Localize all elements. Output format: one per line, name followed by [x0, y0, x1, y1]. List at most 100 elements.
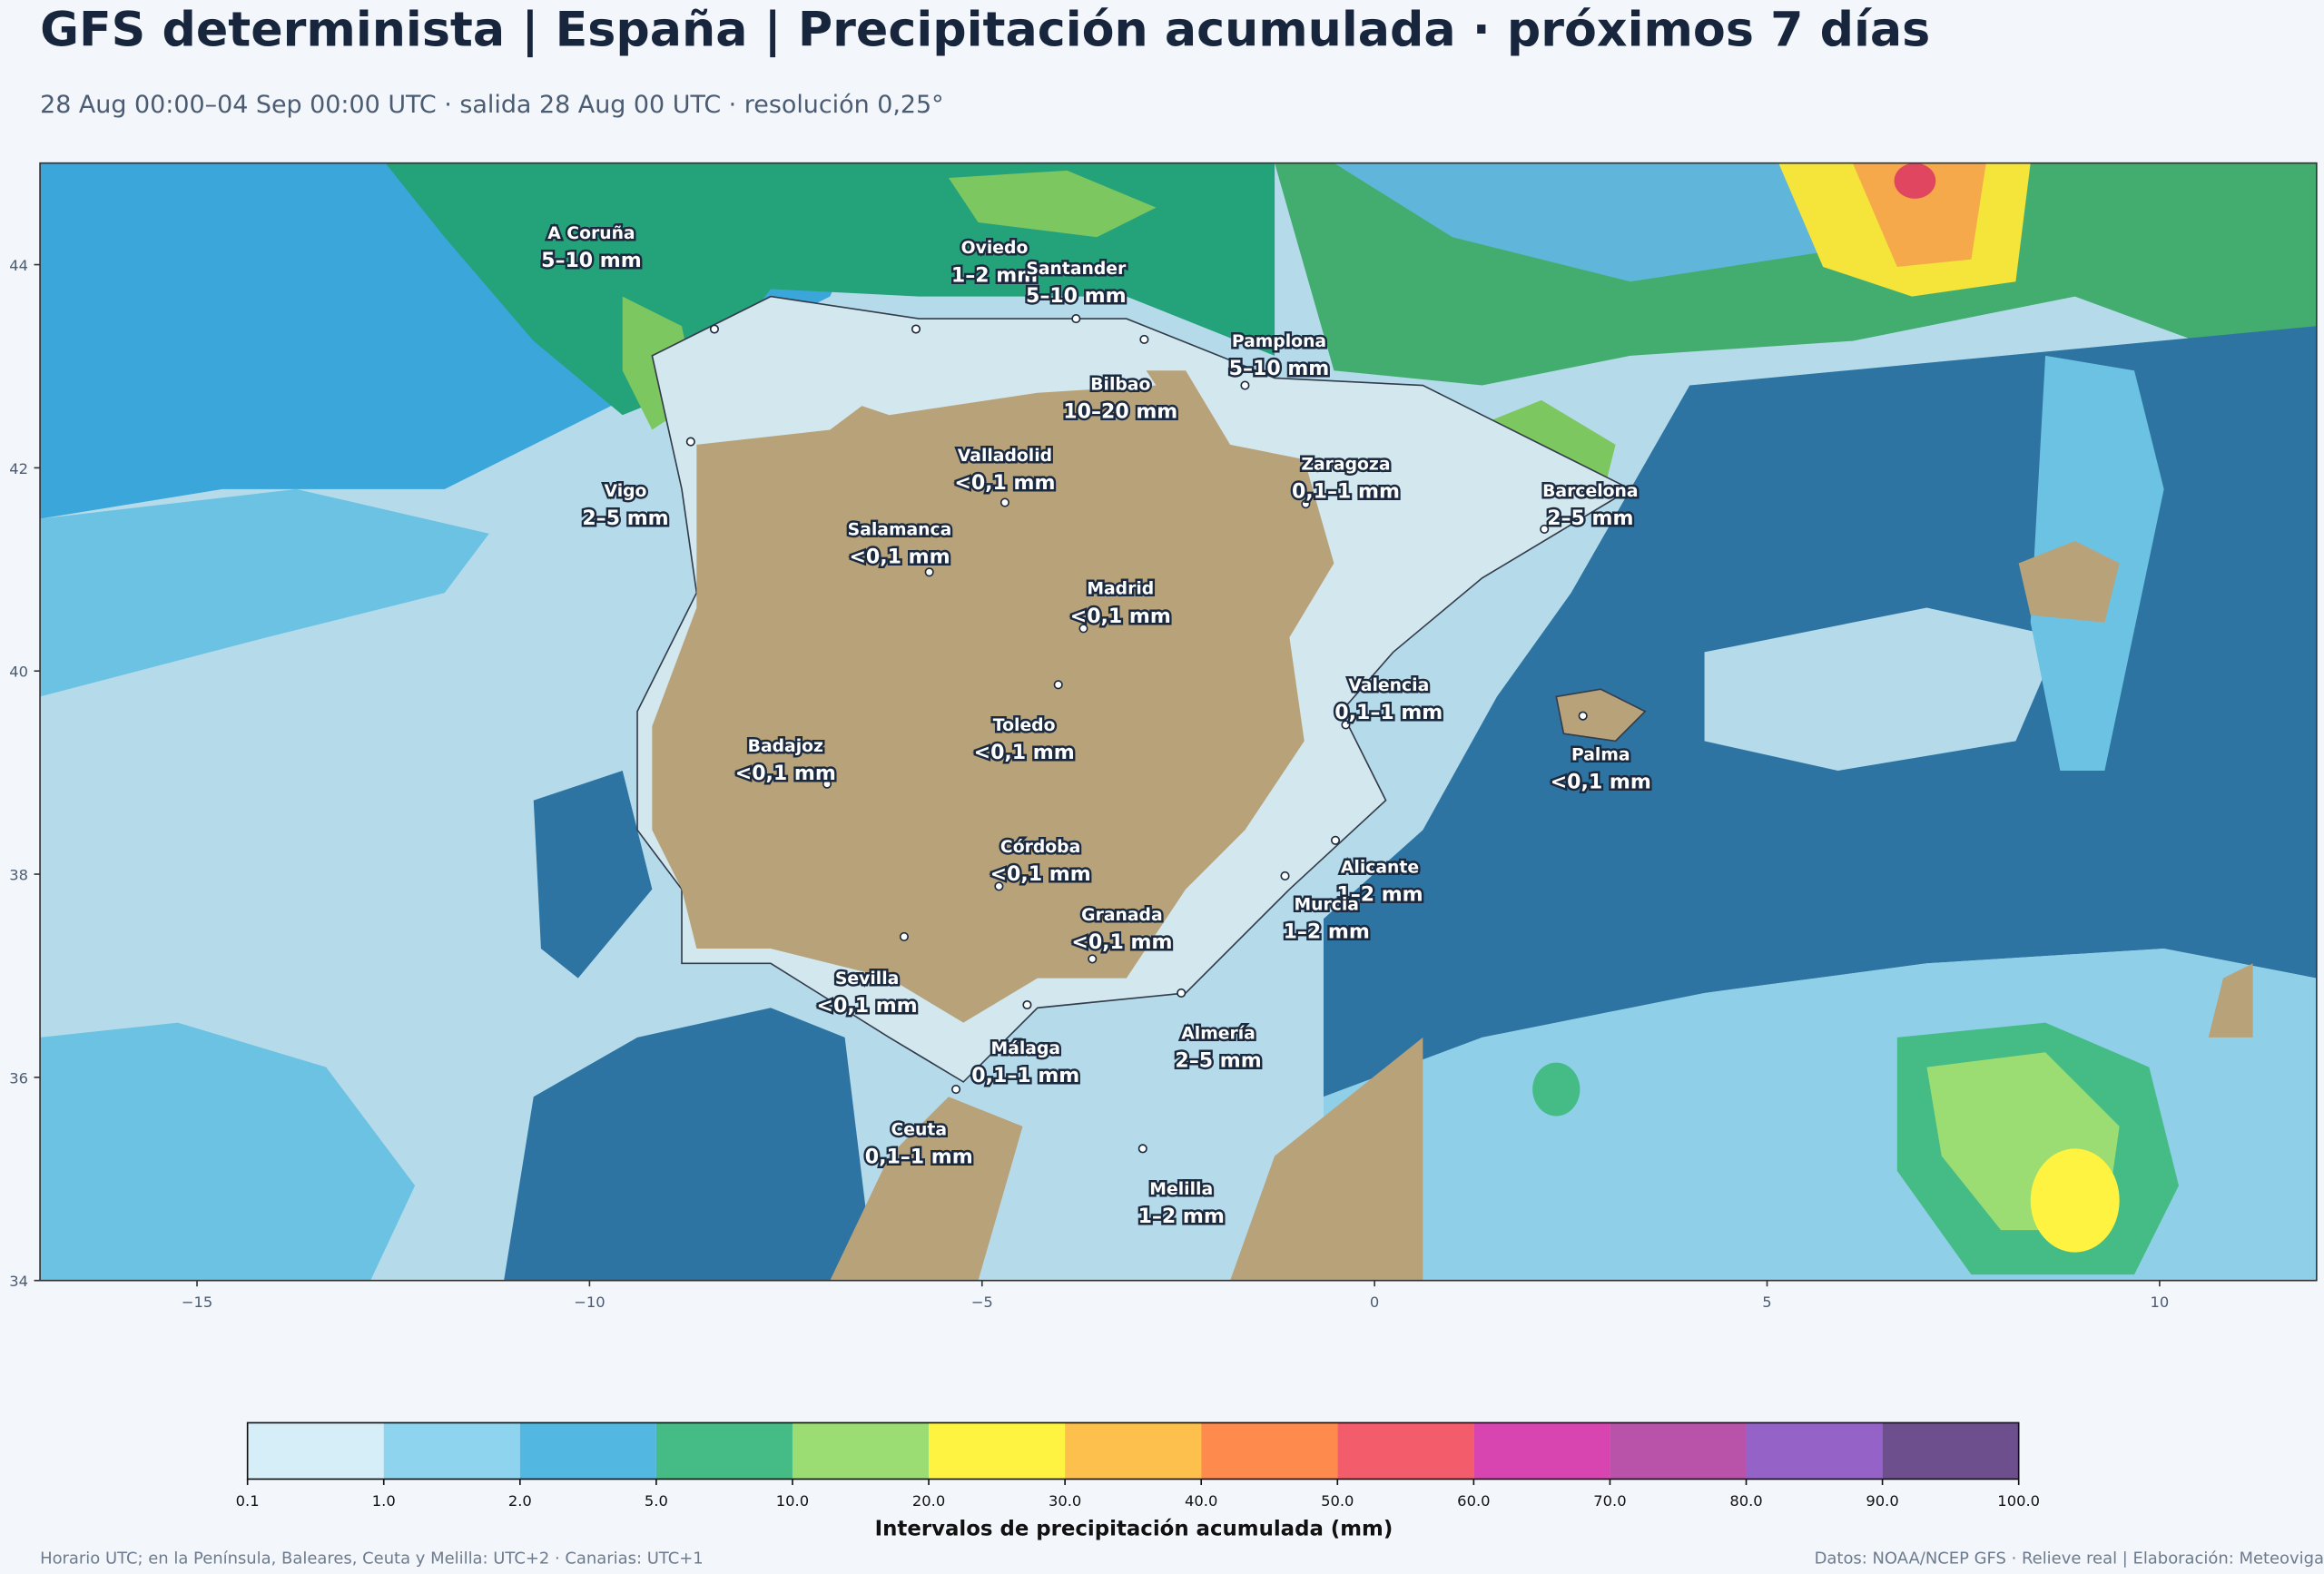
precip-zone: [800, 319, 1157, 416]
city-value: <0,1 mm: [1071, 931, 1172, 954]
city-name: Málaga: [991, 1039, 1061, 1058]
city-marker: [924, 567, 934, 577]
colorbar-tick-label: 5.0: [645, 1492, 668, 1510]
dry-sea: [533, 771, 653, 979]
precip-zone: [1532, 1062, 1581, 1117]
city-value: <0,1 mm: [1070, 605, 1171, 628]
city-marker: [1301, 499, 1311, 509]
city-marker: [709, 324, 719, 334]
precip-zone: [1894, 162, 1936, 199]
city-value: <0,1 mm: [1551, 772, 1651, 794]
colorbar-segment: [519, 1422, 656, 1480]
x-tick-label: −10: [574, 1294, 605, 1311]
colorbar-tick-label: 80.0: [1729, 1492, 1762, 1510]
colorbar-segment: [655, 1422, 793, 1480]
precip-zone: [1852, 162, 1986, 267]
city-value: 1–2 mm: [1138, 1205, 1225, 1228]
city-value: <0,1 mm: [954, 472, 1055, 495]
city-value: 1–2 mm: [1284, 921, 1370, 944]
colorbar-tick-label: 1.0: [372, 1492, 396, 1510]
city-value: 10–20 mm: [1063, 400, 1177, 423]
city-marker: [1240, 380, 1250, 390]
city-name: Granada: [1081, 906, 1162, 925]
x-tick-label: −5: [971, 1294, 993, 1311]
x-tick-label: 10: [2151, 1294, 2170, 1311]
city-value: 0,1–1 mm: [971, 1065, 1079, 1087]
colorbar-segment: [1473, 1422, 1610, 1480]
city-name: Toledo: [993, 716, 1056, 735]
city-name: Salamanca: [848, 520, 952, 539]
city-marker: [1137, 1144, 1147, 1154]
city-name: Palma: [1571, 746, 1630, 765]
city-name: Barcelona: [1542, 482, 1638, 501]
city-value: 2–5 mm: [1547, 507, 1633, 530]
land-dry: [2208, 963, 2253, 1038]
y-tick-label: 34: [9, 1273, 28, 1290]
city-name: Valladolid: [958, 447, 1052, 466]
footer-right: Datos: NOAA/NCEP GFS · Relieve real | El…: [1815, 1549, 2324, 1569]
colorbar-segment: [1746, 1422, 1883, 1480]
city-name: Vigo: [605, 482, 647, 501]
island: [1555, 688, 1647, 743]
city-value: 2–5 mm: [1175, 1050, 1261, 1073]
footer-left: Horario UTC; en la Península, Baleares, …: [40, 1549, 704, 1569]
colorbar-segment: [1201, 1422, 1338, 1480]
city-value: <0,1 mm: [974, 742, 1075, 764]
city-marker: [1139, 334, 1149, 344]
precip-zone: [1334, 162, 1824, 282]
colorbar-segment: [929, 1422, 1066, 1480]
city-marker: [822, 779, 832, 789]
x-tick-label: 0: [1370, 1294, 1379, 1311]
colorbar-tick-label: 2.0: [508, 1492, 532, 1510]
city-marker: [1071, 314, 1081, 324]
y-tick-label: 44: [9, 257, 28, 274]
colorbar-tick-label: 10.0: [776, 1492, 809, 1510]
city-marker: [911, 324, 921, 334]
y-tick-label: 38: [9, 867, 28, 884]
city-marker: [685, 437, 695, 447]
y-tick-label: 42: [9, 460, 28, 477]
city-marker: [1280, 871, 1290, 881]
city-marker: [1078, 624, 1088, 634]
city-marker: [1053, 680, 1063, 690]
city-name: Badajoz: [748, 737, 823, 756]
colorbar-tick-label: 60.0: [1457, 1492, 1490, 1510]
colorbar-segment: [383, 1422, 520, 1480]
city-name: Bilbao: [1090, 375, 1150, 394]
dry-sea: [504, 1008, 875, 1281]
city-name: Madrid: [1087, 580, 1154, 599]
y-tick-label: 40: [9, 664, 28, 681]
city-name: Santander: [1026, 260, 1127, 279]
city-name: Ceuta: [891, 1121, 947, 1140]
city-marker: [1000, 497, 1010, 507]
city-value: 1–2 mm: [951, 264, 1038, 287]
colorbar-tick-label: 70.0: [1593, 1492, 1626, 1510]
colorbar-frame: [246, 1422, 2020, 1481]
map-frame: [39, 162, 2318, 1282]
city-value: 0,1–1 mm: [1334, 702, 1443, 724]
city-value: <0,1 mm: [849, 546, 950, 568]
city-name: Sevilla: [835, 969, 899, 989]
city-marker: [951, 1085, 961, 1095]
colorbar-tick-label: 40.0: [1185, 1492, 1217, 1510]
city-marker: [899, 931, 909, 941]
precip-zone: [1704, 607, 2061, 772]
land-dry: [830, 1097, 1023, 1281]
city-value: 0,1–1 mm: [1292, 481, 1400, 504]
city-name: A Coruña: [547, 224, 635, 243]
colorbar-segment: [1610, 1422, 1747, 1480]
city-value: 5–10 mm: [1229, 358, 1330, 380]
city-marker: [1022, 999, 1032, 1010]
city-name: Alicante: [1341, 859, 1419, 878]
x-tick-label: 5: [1762, 1294, 1771, 1311]
colorbar-segment: [1337, 1422, 1474, 1480]
city-marker: [1330, 835, 1341, 845]
precip-zone: [948, 170, 1157, 238]
city-value: 0,1–1 mm: [865, 1146, 973, 1169]
land-dry: [1230, 1037, 1423, 1281]
city-name: Zaragoza: [1301, 456, 1390, 475]
city-marker: [1540, 524, 1550, 534]
y-tick-label: 36: [9, 1069, 28, 1087]
title: GFS determinista | España | Precipitació…: [40, 4, 1930, 58]
